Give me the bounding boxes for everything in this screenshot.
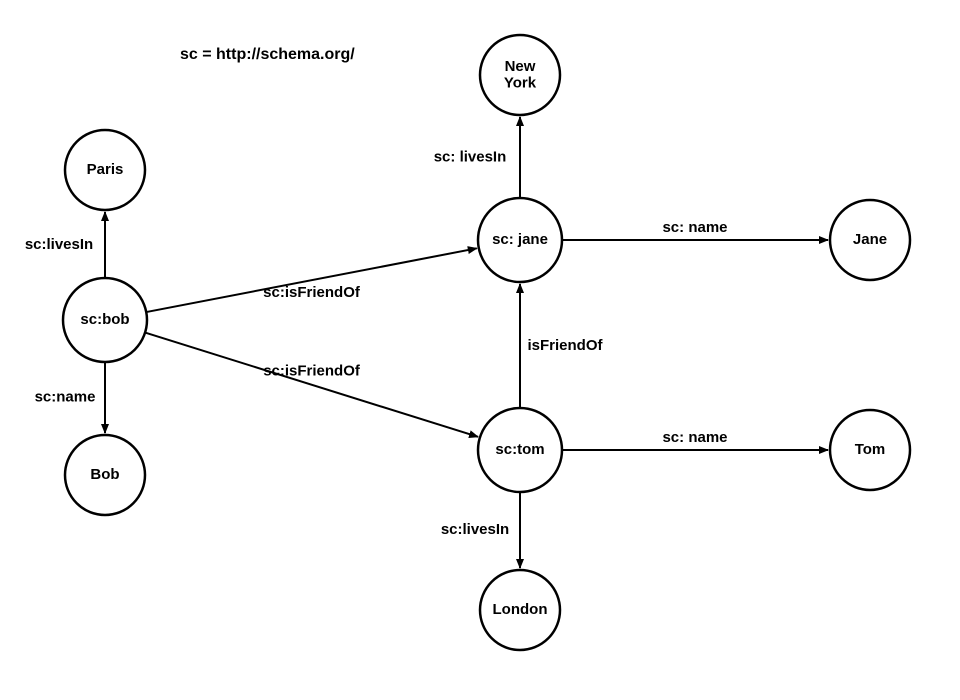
node-label: sc:bob: [80, 311, 129, 328]
node-newyork: NewYork: [480, 35, 560, 115]
edge-label: sc:name: [35, 388, 96, 405]
node-label: sc: jane: [492, 231, 548, 248]
edges-layer: sc:livesIn sc:name sc:isFriendOf sc:isFrien…: [25, 117, 828, 568]
namespace-legend: sc = http://schema.org/: [180, 46, 355, 63]
edge-label: sc: livesIn: [434, 148, 507, 165]
node-bob_lit: Bob: [65, 435, 145, 515]
edge-label: sc:isFriendOf: [263, 284, 361, 301]
node-paris: Paris: [65, 130, 145, 210]
edge-label: sc:livesIn: [441, 521, 509, 538]
node-jane_uri: sc: jane: [478, 198, 562, 282]
node-label: Jane: [853, 231, 887, 248]
node-label: London: [493, 601, 548, 618]
node-label: NewYork: [504, 58, 537, 92]
node-label: sc:tom: [495, 441, 544, 458]
node-label: Bob: [90, 466, 119, 483]
edge-label: sc:livesIn: [25, 236, 93, 253]
node-jane_lit: Jane: [830, 200, 910, 280]
edge-label: sc:isFriendOf: [263, 363, 361, 380]
edge-label: isFriendOf: [527, 337, 603, 354]
edge-bob_uri-tom_uri: [145, 333, 478, 437]
node-label: Paris: [87, 161, 124, 178]
node-label: Tom: [855, 441, 886, 458]
edge-label: sc: name: [662, 219, 727, 236]
node-bob_uri: sc:bob: [63, 278, 147, 362]
rdf-graph: sc:livesIn sc:name sc:isFriendOf sc:isFrien…: [0, 0, 960, 700]
node-tom_lit: Tom: [830, 410, 910, 490]
nodes-layer: Paris sc:bob Bob NewYork sc: jane Jane sc:tom T…: [63, 35, 910, 650]
edge-label: sc: name: [662, 429, 727, 446]
node-tom_uri: sc:tom: [478, 408, 562, 492]
edge-bob_uri-jane_uri: [146, 248, 477, 312]
node-london: London: [480, 570, 560, 650]
